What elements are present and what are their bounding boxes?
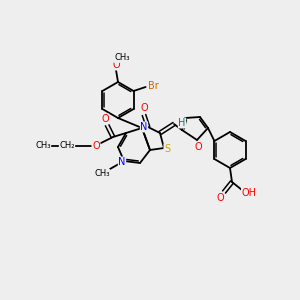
Text: OH: OH — [242, 188, 256, 198]
Text: S: S — [164, 144, 170, 154]
Text: CH₂: CH₂ — [59, 142, 75, 151]
Text: Br: Br — [148, 81, 159, 91]
Text: O: O — [112, 60, 120, 70]
Text: H: H — [178, 118, 186, 128]
Text: CH₃: CH₃ — [35, 142, 51, 151]
Text: O: O — [140, 103, 148, 113]
Text: O: O — [194, 142, 202, 152]
Text: CH₃: CH₃ — [94, 169, 110, 178]
Text: O: O — [216, 193, 224, 203]
Text: O: O — [101, 114, 109, 124]
Text: O: O — [92, 141, 100, 151]
Text: N: N — [140, 122, 148, 132]
Text: N: N — [118, 157, 126, 167]
Text: CH₃: CH₃ — [114, 53, 130, 62]
